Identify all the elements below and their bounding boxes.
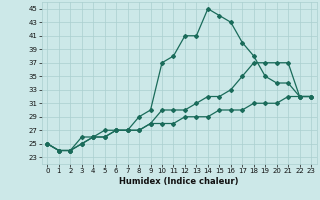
X-axis label: Humidex (Indice chaleur): Humidex (Indice chaleur)	[119, 177, 239, 186]
